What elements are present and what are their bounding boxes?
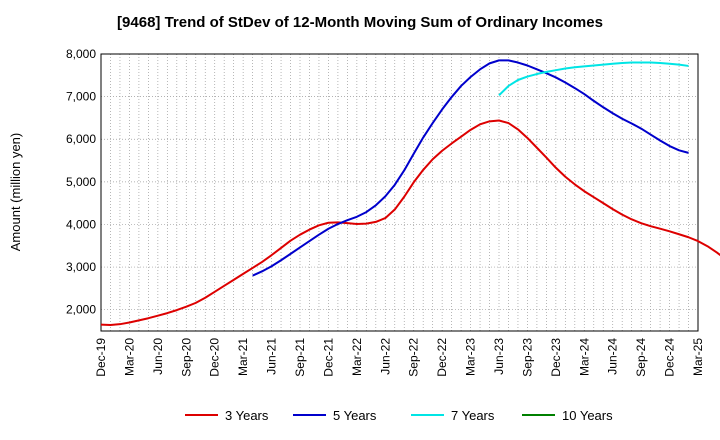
y-tick-label: 6,000 bbox=[66, 132, 96, 146]
series-line-7-years bbox=[498, 61, 689, 97]
series-line-5-years bbox=[252, 59, 689, 277]
legend-label: 5 Years bbox=[333, 408, 377, 423]
legend-label: 7 Years bbox=[451, 408, 495, 423]
x-tick-label: Dec-22 bbox=[435, 338, 449, 377]
x-tick-label: Jun-23 bbox=[492, 338, 506, 375]
y-tick-label: 7,000 bbox=[66, 90, 96, 104]
y-tick-label: 5,000 bbox=[66, 175, 96, 189]
y-tick-label: 2,000 bbox=[66, 303, 96, 317]
y-axis-label: Amount (million yen) bbox=[8, 133, 23, 252]
x-tick-label: Dec-20 bbox=[208, 338, 222, 377]
grid-layer bbox=[101, 53, 698, 331]
x-tick-label: Sep-21 bbox=[293, 338, 307, 377]
y-tick-label: 4,000 bbox=[66, 217, 96, 231]
x-tick-label: Sep-24 bbox=[634, 338, 648, 377]
legend-label: 3 Years bbox=[225, 408, 269, 423]
legend: 3 Years 5 Years 7 Years 10 Years bbox=[185, 408, 613, 423]
x-tick-label: Jun-21 bbox=[265, 338, 279, 375]
y-tick-label: 3,000 bbox=[66, 260, 96, 274]
series-line-3-years bbox=[100, 119, 720, 327]
x-tick-label: Sep-20 bbox=[179, 338, 193, 377]
x-tick-label: Jun-24 bbox=[606, 338, 620, 375]
x-tick-label: Mar-25 bbox=[691, 338, 705, 376]
chart-title: [9468] Trend of StDev of 12-Month Moving… bbox=[117, 14, 603, 31]
x-tick-label: Jun-20 bbox=[151, 338, 165, 375]
x-tick-label: Mar-24 bbox=[577, 338, 591, 376]
x-tick-label: Dec-21 bbox=[321, 338, 335, 377]
x-tick-label: Mar-21 bbox=[236, 338, 250, 376]
y-tick-label: 8,000 bbox=[66, 47, 96, 61]
legend-label: 10 Years bbox=[562, 408, 613, 423]
x-tick-labels: Dec-19 Mar-20 Jun-20 Sep-20 Dec-20 Mar-21 Jun-… bbox=[94, 338, 705, 377]
plot-frame bbox=[100, 53, 699, 332]
x-tick-label: Mar-23 bbox=[464, 338, 478, 376]
x-tick-label: Mar-22 bbox=[350, 338, 364, 376]
series-layer bbox=[100, 59, 720, 327]
x-tick-label: Dec-24 bbox=[663, 338, 677, 377]
x-tick-label: Sep-23 bbox=[520, 338, 534, 377]
x-tick-label: Mar-20 bbox=[122, 338, 136, 376]
x-tick-label: Dec-19 bbox=[94, 338, 108, 377]
x-tick-label: Sep-22 bbox=[407, 338, 421, 377]
x-tick-label: Dec-23 bbox=[549, 338, 563, 377]
y-tick-labels: 2,000 3,000 4,000 5,000 6,000 7,000 8,000 bbox=[66, 47, 96, 317]
x-tick-label: Jun-22 bbox=[378, 338, 392, 375]
